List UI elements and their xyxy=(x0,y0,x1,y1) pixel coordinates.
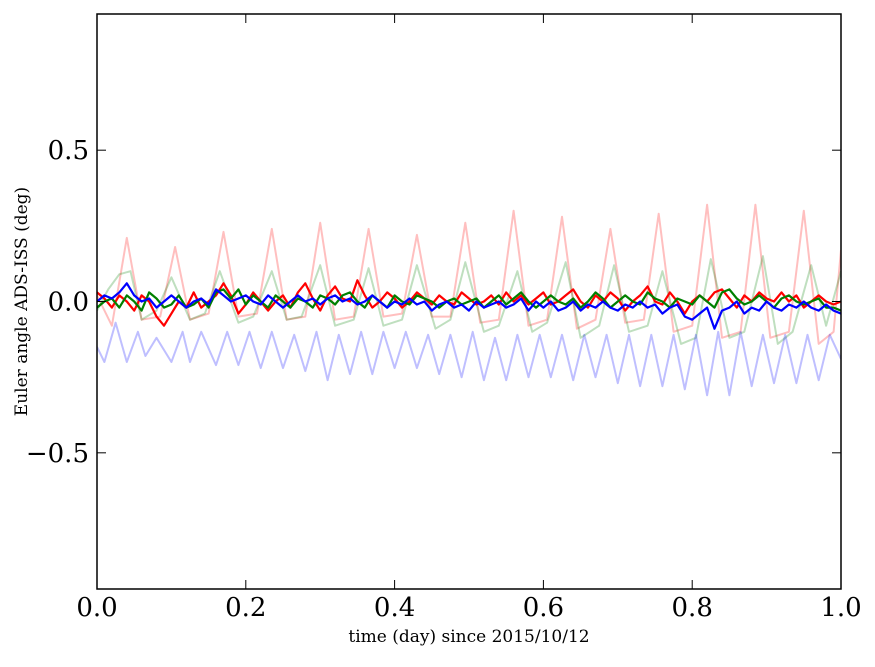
series-layer xyxy=(97,203,841,397)
series-line-5 xyxy=(97,288,841,312)
x-tick-label: 0.4 xyxy=(374,593,415,623)
x-tick-label: 0.8 xyxy=(672,593,713,623)
y-tick-label: 0.5 xyxy=(48,136,89,166)
x-tick-label: 1.0 xyxy=(820,593,861,623)
series-line-2 xyxy=(97,255,841,345)
series-line-6 xyxy=(97,282,841,330)
series-line-4 xyxy=(97,279,841,327)
x-tick-label: 0.0 xyxy=(76,593,117,623)
x-axis-label: time (day) since 2015/10/12 xyxy=(348,627,589,647)
y-tick-label: 0.0 xyxy=(48,288,89,318)
tick-layer: 0.0 0.2 0.4 0.6 0.8 1.0 −0.5 0.0 0.5 xyxy=(26,14,862,623)
x-tick-label: 0.2 xyxy=(225,593,266,623)
series-line-3 xyxy=(97,321,841,397)
y-axis-label: Euler angle ADS-ISS (deg) xyxy=(12,187,32,416)
y-tick-label: −0.5 xyxy=(26,439,89,469)
series-line-1 xyxy=(97,203,841,345)
x-tick-label: 0.6 xyxy=(523,593,564,623)
